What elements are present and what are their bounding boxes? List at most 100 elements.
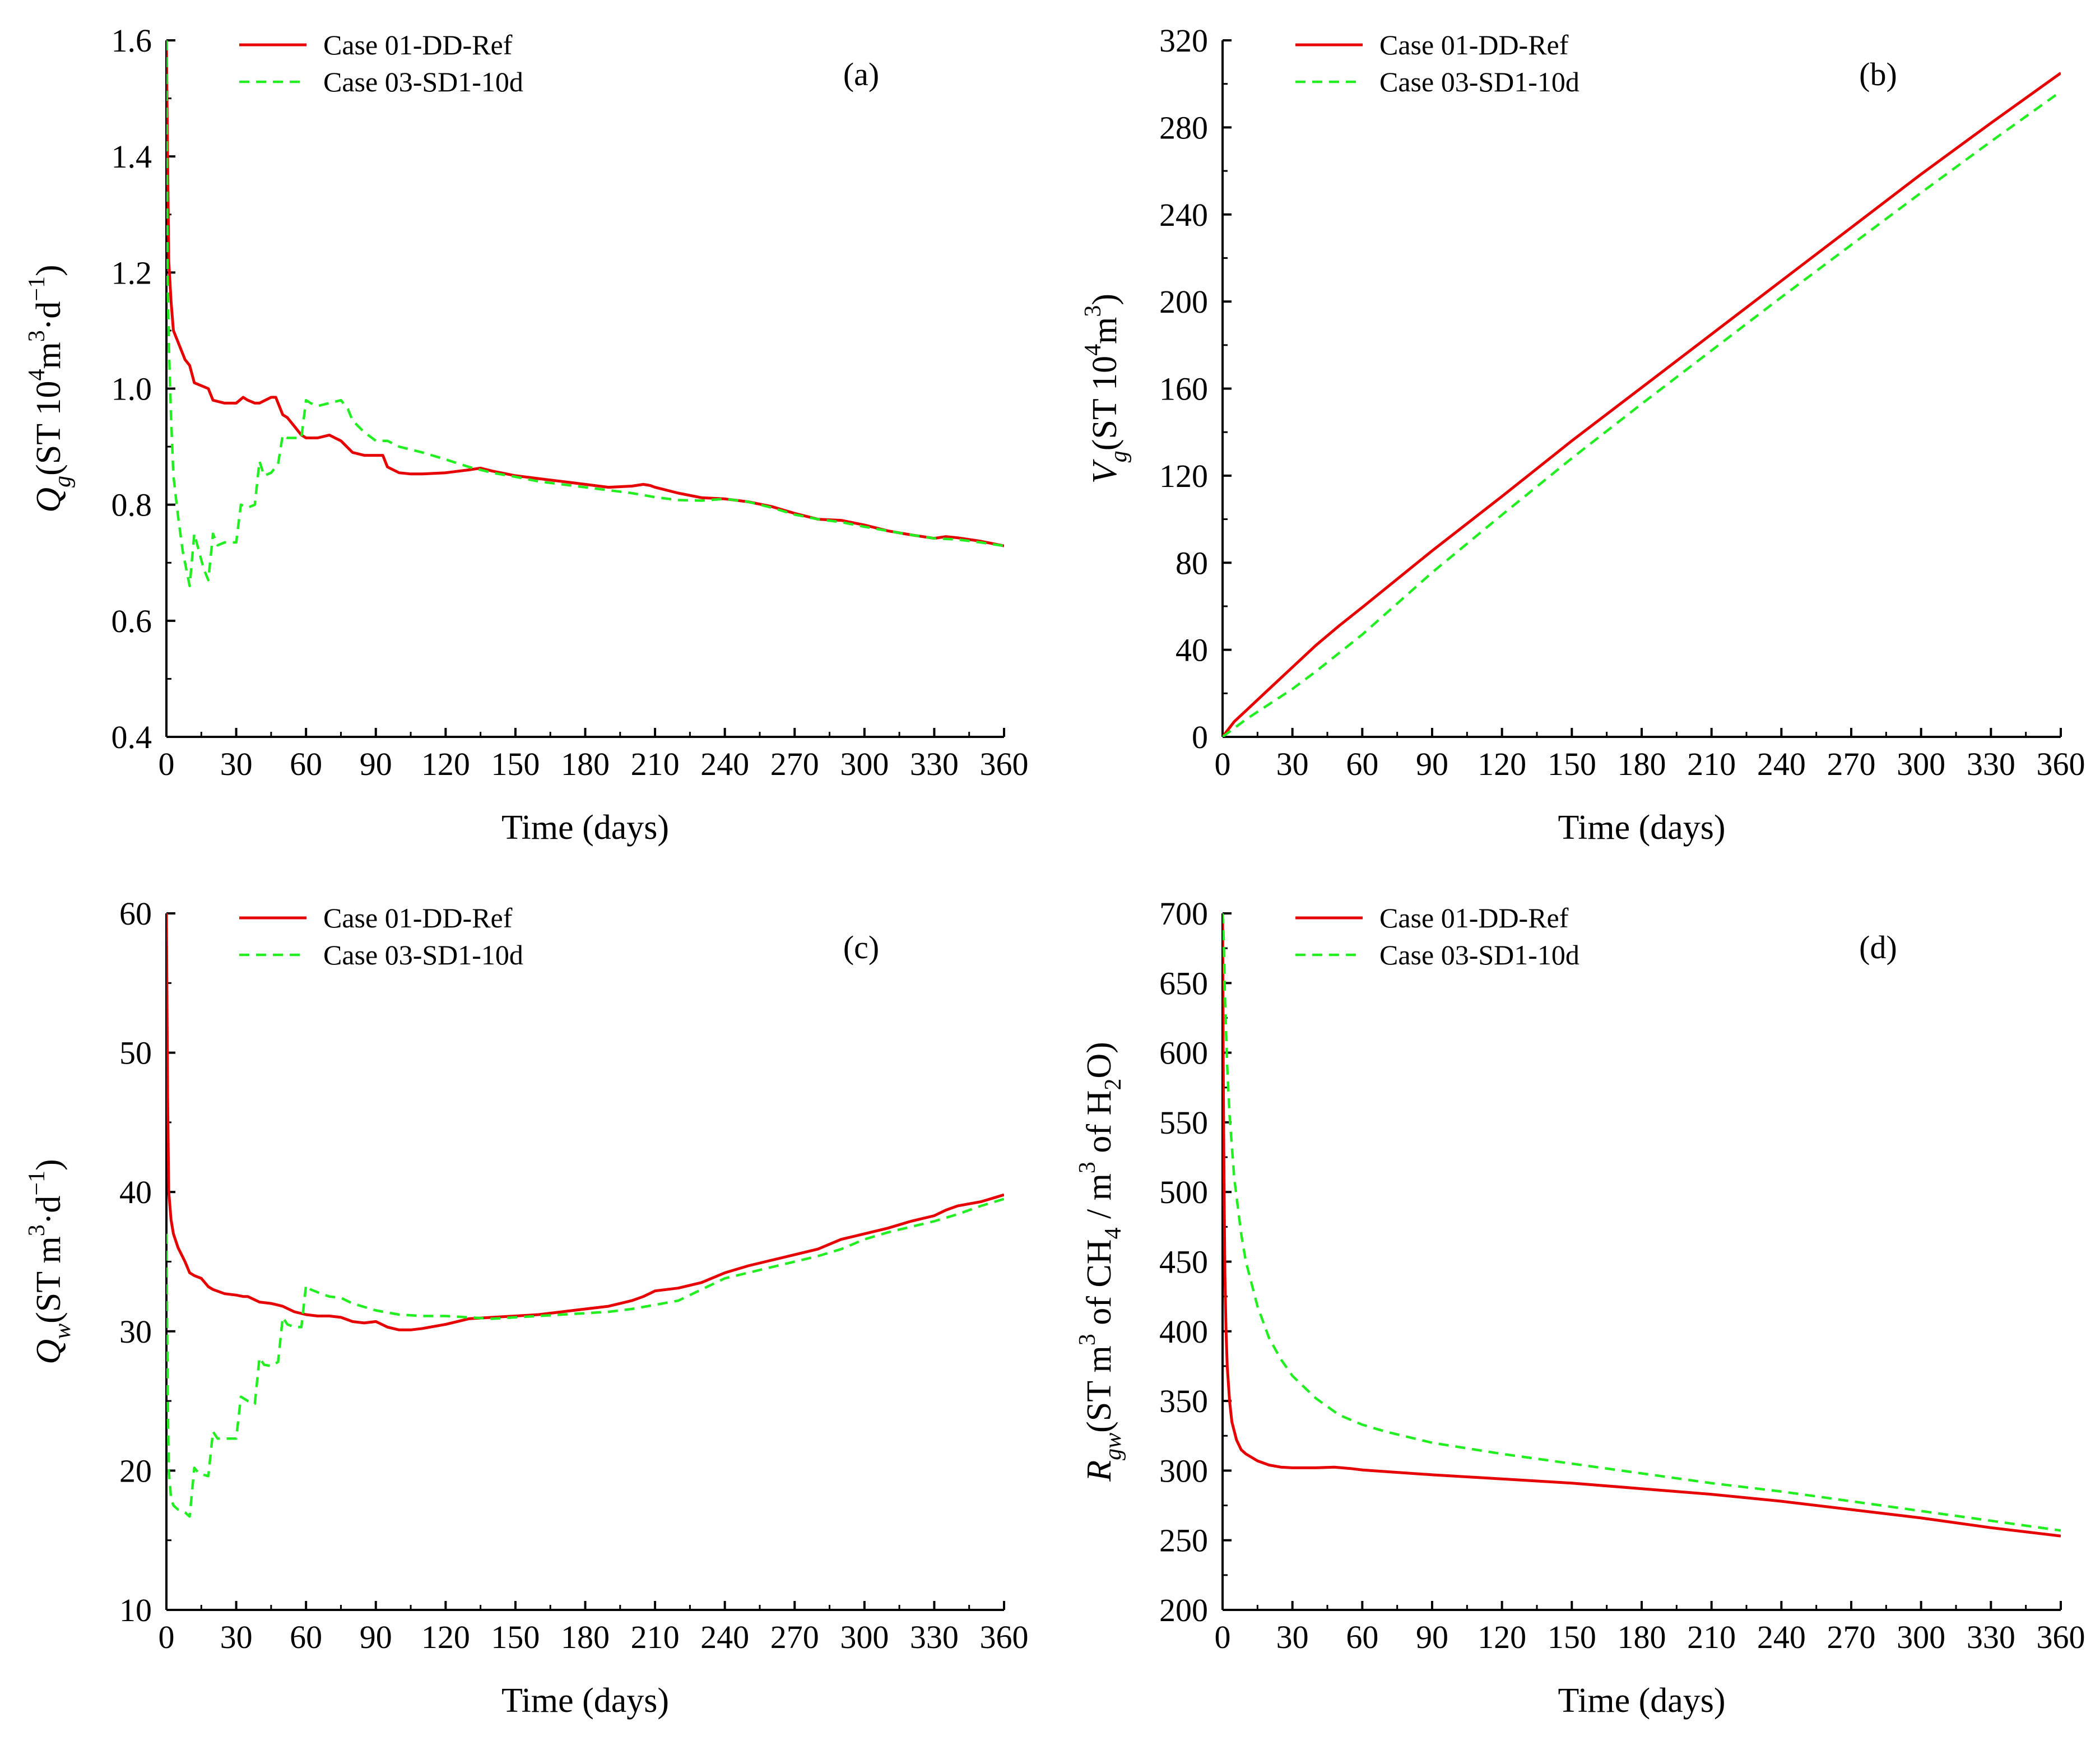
x-tick-label: 90	[1416, 746, 1448, 782]
y-axis-label-part: m	[1086, 317, 1124, 344]
y-tick-label: 30	[119, 1313, 152, 1350]
y-axis-label-part: ·d	[30, 1196, 68, 1225]
series-line-case03	[166, 40, 1004, 587]
y-tick-label: 160	[1159, 371, 1208, 407]
y-axis-label-part: −1	[24, 276, 50, 301]
y-tick-label: 550	[1159, 1104, 1208, 1141]
y-axis-label: Rgw(ST m3 of CH4 / m3 of H2O)	[1075, 1042, 1126, 1482]
x-axis-label: Time (days)	[501, 809, 669, 847]
y-tick-label: 200	[1159, 1592, 1208, 1628]
y-tick-label: 120	[1159, 458, 1208, 494]
y-tick-label: 0.4	[111, 719, 152, 755]
x-tick-label: 360	[2037, 746, 2085, 782]
y-axis-label-part: 3	[1075, 1334, 1100, 1345]
panel-tag: (c)	[843, 929, 879, 965]
x-tick-label: 60	[1346, 746, 1378, 782]
y-axis-label-part: 4	[1080, 344, 1106, 356]
series-line-case01	[1223, 72, 2061, 737]
y-axis-label: Qg(ST 104m3·d−1)	[24, 264, 76, 512]
y-axis-label-part: g	[1106, 451, 1132, 462]
x-tick-label: 120	[421, 1619, 470, 1655]
x-tick-label: 240	[700, 746, 749, 782]
x-tick-label: 360	[980, 746, 1029, 782]
legend-label: Case 01-DD-Ref	[1379, 29, 1569, 61]
x-tick-label: 210	[631, 1619, 680, 1655]
legend-label: Case 01-DD-Ref	[323, 902, 513, 934]
y-axis-label-part: of H	[1080, 1090, 1118, 1162]
y-axis-label-part: (ST m	[1080, 1345, 1118, 1433]
y-axis-label-part: Q	[30, 1339, 68, 1364]
x-tick-label: 150	[491, 1619, 540, 1655]
y-tick-label: 0.8	[111, 487, 152, 523]
y-axis-label-part: / m	[1080, 1173, 1118, 1227]
y-tick-label: 1.6	[111, 22, 152, 59]
y-tick-label: 200	[1159, 284, 1208, 320]
series-line-case01	[1223, 913, 2061, 1538]
y-axis-label-part: (ST 10	[30, 381, 68, 476]
x-tick-label: 330	[1967, 746, 2015, 782]
y-axis-label-part: 3	[24, 1224, 50, 1236]
y-axis-label-part: 2	[1100, 1079, 1126, 1090]
y-tick-label: 80	[1176, 545, 1208, 581]
x-tick-label: 360	[2037, 1619, 2085, 1655]
panel-tag: (b)	[1859, 56, 1897, 92]
x-tick-label: 300	[1897, 746, 1945, 782]
y-axis-label-part: (ST m	[30, 1236, 68, 1324]
y-axis-label-part: O)	[1080, 1042, 1118, 1078]
y-tick-label: 0.6	[111, 603, 152, 639]
y-axis-label-part: m	[30, 342, 68, 369]
y-axis-label: Qw(ST m3·d−1)	[24, 1159, 76, 1364]
x-tick-label: 240	[700, 1619, 749, 1655]
y-tick-label: 40	[1176, 632, 1208, 669]
y-tick-label: 1.4	[111, 138, 152, 175]
y-axis-label: Vg(ST 104m3)	[1080, 294, 1132, 484]
panel-d: 0 30 60 90 120 150 180 210 240 270 300 330 360200250…	[1075, 895, 2085, 1720]
x-tick-label: 360	[980, 1619, 1029, 1655]
x-tick-label: 120	[1478, 746, 1526, 782]
y-tick-label: 240	[1159, 197, 1208, 233]
y-tick-label: 400	[1159, 1313, 1208, 1350]
y-axis-label-part: g	[50, 476, 76, 488]
x-tick-label: 30	[1276, 746, 1309, 782]
x-tick-label: 90	[360, 746, 392, 782]
y-axis-label-part: of CH	[1080, 1240, 1118, 1334]
legend-label: Case 03-SD1-10d	[1379, 939, 1579, 971]
x-tick-label: 30	[1276, 1619, 1309, 1655]
series-line-case03	[1223, 90, 2061, 737]
x-tick-label: 300	[840, 1619, 889, 1655]
x-tick-label: 300	[1897, 1619, 1945, 1655]
y-axis-label-part: (ST 10	[1086, 356, 1124, 451]
x-tick-label: 330	[910, 746, 959, 782]
x-axis-label: Time (days)	[1558, 809, 1725, 847]
y-axis-label-part: 3	[1075, 1162, 1100, 1173]
x-tick-label: 90	[1416, 1619, 1448, 1655]
x-tick-label: 270	[1827, 1619, 1876, 1655]
x-axis-label: Time (days)	[501, 1682, 669, 1720]
x-tick-label: 150	[491, 746, 540, 782]
x-tick-label: 0	[159, 746, 175, 782]
y-axis-label-part: Q	[30, 488, 68, 513]
x-tick-label: 60	[290, 746, 322, 782]
y-tick-label: 600	[1159, 1035, 1208, 1071]
x-tick-label: 60	[1346, 1619, 1378, 1655]
x-tick-label: 0	[159, 1619, 175, 1655]
y-axis-label-part: V	[1086, 459, 1124, 484]
y-axis-label-part: )	[1086, 294, 1124, 305]
panel-b: 0 30 60 90 120 150 180 210 240 270 300 330 360 0 40 80 1…	[1080, 22, 2085, 847]
x-tick-label: 270	[770, 1619, 819, 1655]
x-tick-label: 60	[290, 1619, 322, 1655]
y-axis-label-part: 4	[24, 369, 50, 381]
y-tick-label: 320	[1159, 22, 1208, 59]
y-tick-label: 1.2	[111, 254, 152, 291]
x-tick-label: 300	[840, 746, 889, 782]
panel-c: 0 30 60 90 120 150 180 210 240 270 300 330 360102030…	[24, 895, 1029, 1720]
y-tick-label: 1.0	[111, 371, 152, 407]
legend-label: Case 03-SD1-10d	[323, 939, 523, 971]
series-line-case01	[166, 913, 1004, 1331]
y-tick-label: 280	[1159, 109, 1208, 146]
x-tick-label: 180	[1618, 746, 1666, 782]
y-tick-label: 20	[119, 1452, 152, 1489]
x-tick-label: 120	[421, 746, 470, 782]
x-tick-label: 210	[1687, 1619, 1736, 1655]
y-tick-label: 700	[1159, 895, 1208, 932]
